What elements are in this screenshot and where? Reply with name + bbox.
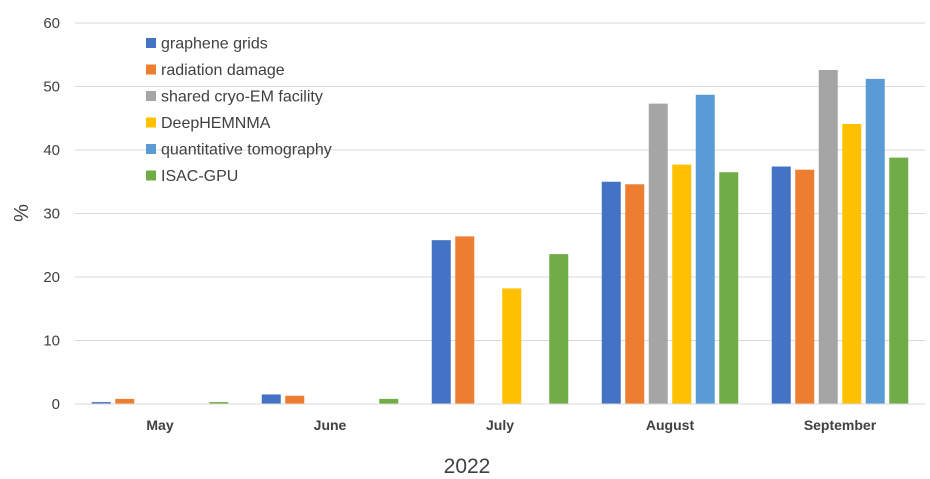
bar-graphene-grids-june (261, 394, 281, 404)
x-category-label: September (804, 417, 877, 433)
bar-quantitative-tomography-september (865, 78, 885, 404)
bar-radiation-damage-june (285, 395, 305, 404)
legend-swatch (146, 64, 156, 75)
bar-graphene-grids-may (91, 402, 111, 404)
bar-deephemnma-august (672, 164, 692, 404)
legend-swatch (146, 38, 156, 48)
legend-label: DeepHEMNMA (161, 115, 271, 132)
legend: graphene grids radiation damage shared cry… (146, 36, 332, 185)
bar-radiation-damage-may (115, 398, 135, 404)
legend-swatch (146, 117, 156, 128)
bar-radiation-damage-september (795, 169, 815, 404)
legend-label: graphene grids (161, 36, 268, 53)
x-category-label: July (486, 417, 514, 433)
bar-quantitative-tomography-august (695, 94, 715, 404)
y-tick-label: 40 (43, 142, 60, 159)
y-tick-label: 10 (43, 333, 60, 350)
legend-swatch (146, 170, 156, 181)
bar-deephemnma-september (842, 123, 862, 404)
x-axis-title: 2022 (444, 455, 491, 478)
legend-label: shared cryo-EM facility (161, 89, 323, 106)
bar-graphene-grids-august (601, 181, 621, 404)
bar-graphene-grids-july (431, 240, 451, 404)
y-tick-label: 20 (43, 269, 60, 286)
y-tick-label: 30 (43, 206, 60, 223)
bars (91, 69, 909, 405)
x-category-label: August (646, 417, 695, 433)
y-axis-title: % (11, 204, 33, 222)
bar-isac-gpu-september (889, 157, 909, 404)
x-category-label: June (314, 417, 347, 433)
legend-swatch (146, 144, 156, 154)
bar-radiation-damage-july (455, 236, 475, 404)
bar-shared-cryo-em-facility-august (648, 103, 668, 405)
y-tick-label: 0 (52, 396, 60, 413)
bar-graphene-grids-september (771, 166, 791, 404)
bar-shared-cryo-em-facility-september (818, 69, 838, 405)
bar-isac-gpu-june (379, 398, 399, 404)
bar-radiation-damage-august (625, 184, 645, 404)
y-tick-label: 50 (43, 79, 60, 96)
legend-label: ISAC-GPU (161, 168, 238, 185)
bar-deephemnma-july (502, 288, 522, 404)
y-tick-label: 60 (43, 15, 60, 32)
y-axis-tick-labels: 0 10 20 30 40 50 60 (43, 15, 60, 413)
bar-isac-gpu-august (719, 172, 739, 404)
legend-label: quantitative tomography (161, 142, 332, 159)
legend-swatch (146, 91, 156, 101)
bar-isac-gpu-may (209, 402, 229, 404)
x-category-label: May (146, 417, 173, 433)
x-axis-category-labels: May June July August September (146, 417, 876, 433)
bar-isac-gpu-july (549, 254, 569, 404)
legend-label: radiation damage (161, 62, 285, 79)
